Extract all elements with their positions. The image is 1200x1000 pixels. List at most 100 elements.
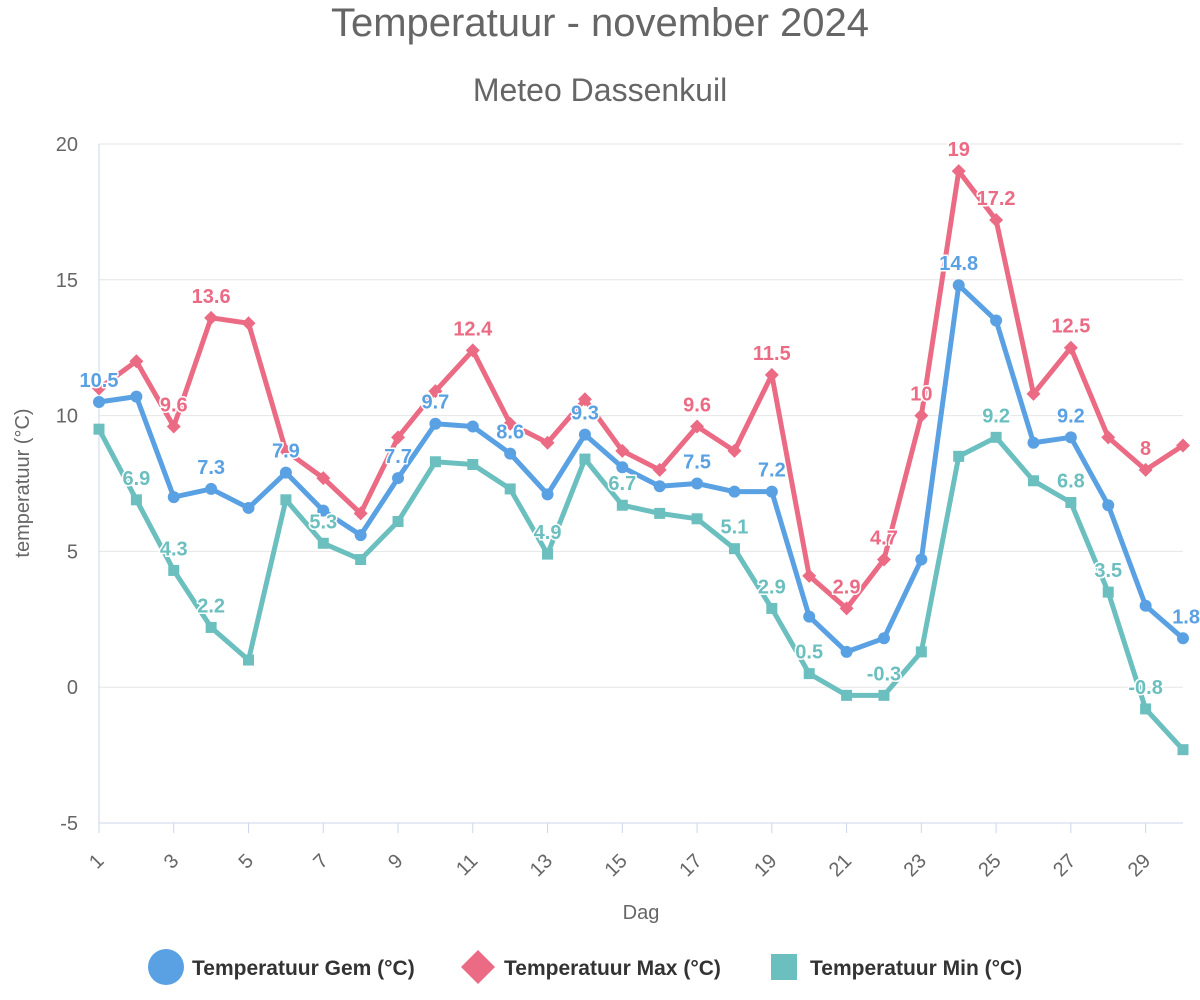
data-point — [280, 494, 292, 506]
data-point — [353, 506, 368, 521]
data-point — [577, 392, 592, 407]
data-label: 8 — [1140, 438, 1151, 460]
data-point — [690, 419, 705, 434]
data-point — [130, 390, 143, 403]
data-point — [92, 381, 106, 396]
data-point — [990, 431, 1002, 443]
x-tick-label: 13 — [526, 850, 557, 881]
data-label: 9.3 — [571, 403, 599, 425]
data-point — [802, 568, 817, 583]
data-point — [205, 482, 218, 495]
data-label: -0.8 — [1128, 677, 1162, 699]
data-point — [691, 513, 703, 525]
data-label: 12.4 — [453, 318, 493, 340]
data-label: 6.9 — [122, 468, 150, 490]
legend-item[interactable]: Temperatuur Gem (°C) — [148, 949, 415, 985]
data-point — [392, 516, 404, 528]
legend-label: Temperatuur Min (°C) — [810, 957, 1022, 980]
y-axis-title: temperatuur (°C) — [12, 408, 34, 557]
legend: Temperatuur Gem (°C) Temperatuur Max (°C)… — [148, 949, 1022, 985]
data-point — [1065, 497, 1077, 509]
data-label: -0.3 — [867, 663, 901, 685]
data-point — [316, 471, 331, 486]
x-tick-label: 1 — [85, 850, 108, 873]
legend-diamond-icon — [461, 950, 495, 984]
x-tick-label: 11 — [452, 850, 482, 880]
data-point — [1176, 438, 1190, 453]
data-point — [504, 483, 516, 495]
data-point — [990, 314, 1003, 327]
data-point — [129, 354, 144, 369]
series-layer — [92, 164, 1190, 756]
x-tick-label: 19 — [750, 850, 781, 881]
data-point — [1101, 430, 1116, 445]
legend-item[interactable]: Temperatuur Min (°C) — [771, 954, 1022, 980]
data-label: 7.7 — [384, 446, 412, 468]
chart-subtitle: Meteo Dassenkuil — [473, 72, 727, 108]
data-point — [989, 213, 1004, 228]
data-point — [803, 610, 816, 623]
data-point — [1064, 431, 1077, 444]
data-label: 4.9 — [534, 522, 562, 544]
data-point — [1026, 386, 1041, 401]
data-point — [391, 430, 406, 445]
x-tick-label: 15 — [601, 850, 632, 881]
data-point — [653, 480, 666, 493]
data-point — [876, 552, 891, 567]
data-point — [167, 491, 180, 504]
data-point — [1140, 703, 1152, 715]
data-label: 9.2 — [1057, 405, 1085, 427]
x-tick-label: 7 — [309, 850, 332, 873]
data-label: 2.9 — [758, 576, 786, 598]
data-label: 5.3 — [309, 511, 337, 533]
data-point — [615, 443, 630, 458]
data-point — [466, 420, 479, 433]
data-point — [1177, 632, 1189, 645]
data-point — [1138, 462, 1153, 477]
data-point — [93, 396, 105, 409]
data-point — [766, 602, 778, 614]
data-point — [392, 472, 405, 485]
data-point — [317, 504, 330, 517]
data-label: 5.1 — [721, 517, 749, 539]
data-point — [1102, 499, 1115, 512]
data-point — [354, 529, 367, 542]
data-point — [540, 435, 555, 450]
data-point — [877, 632, 890, 645]
data-label: 8.6 — [496, 422, 524, 444]
x-tick-label: 5 — [235, 850, 258, 873]
x-tick-label: 29 — [1124, 850, 1155, 881]
data-label: 6.8 — [1057, 471, 1085, 493]
data-point — [727, 443, 742, 458]
data-point — [579, 453, 591, 465]
data-label: 3.5 — [1094, 560, 1122, 582]
y-tick-label: 10 — [56, 406, 78, 428]
data-point — [728, 543, 740, 555]
y-tick-label: 5 — [67, 541, 78, 563]
grid-lines — [99, 143, 1183, 824]
data-point — [1102, 586, 1114, 598]
data-point — [839, 601, 854, 616]
series-line — [96, 426, 1186, 753]
x-tick-label: 25 — [974, 850, 1005, 881]
data-point — [1063, 340, 1078, 355]
legend-circle-icon — [148, 949, 184, 985]
data-label: 9.6 — [683, 394, 711, 416]
data-label: 19 — [948, 139, 970, 161]
data-point — [765, 485, 778, 498]
data-point — [428, 384, 443, 399]
data-point — [616, 461, 629, 474]
legend-label: Temperatuur Max (°C) — [504, 957, 721, 980]
data-point — [951, 164, 966, 179]
data-point — [728, 485, 741, 498]
data-point — [242, 501, 255, 514]
x-tick-label: 23 — [900, 850, 931, 881]
legend-label: Temperatuur Gem (°C) — [192, 957, 415, 980]
data-label: 13.6 — [192, 286, 231, 308]
legend-item[interactable]: Temperatuur Max (°C) — [461, 950, 721, 984]
data-point — [93, 423, 105, 435]
data-point — [243, 654, 255, 666]
data-label: 11.5 — [753, 343, 791, 365]
data-labels: 10.5 7.3 7.9 7.7 9.7 8.6 9.3 7.5 7.2 14.8 9.2 1.8 9.… — [78, 138, 1200, 701]
